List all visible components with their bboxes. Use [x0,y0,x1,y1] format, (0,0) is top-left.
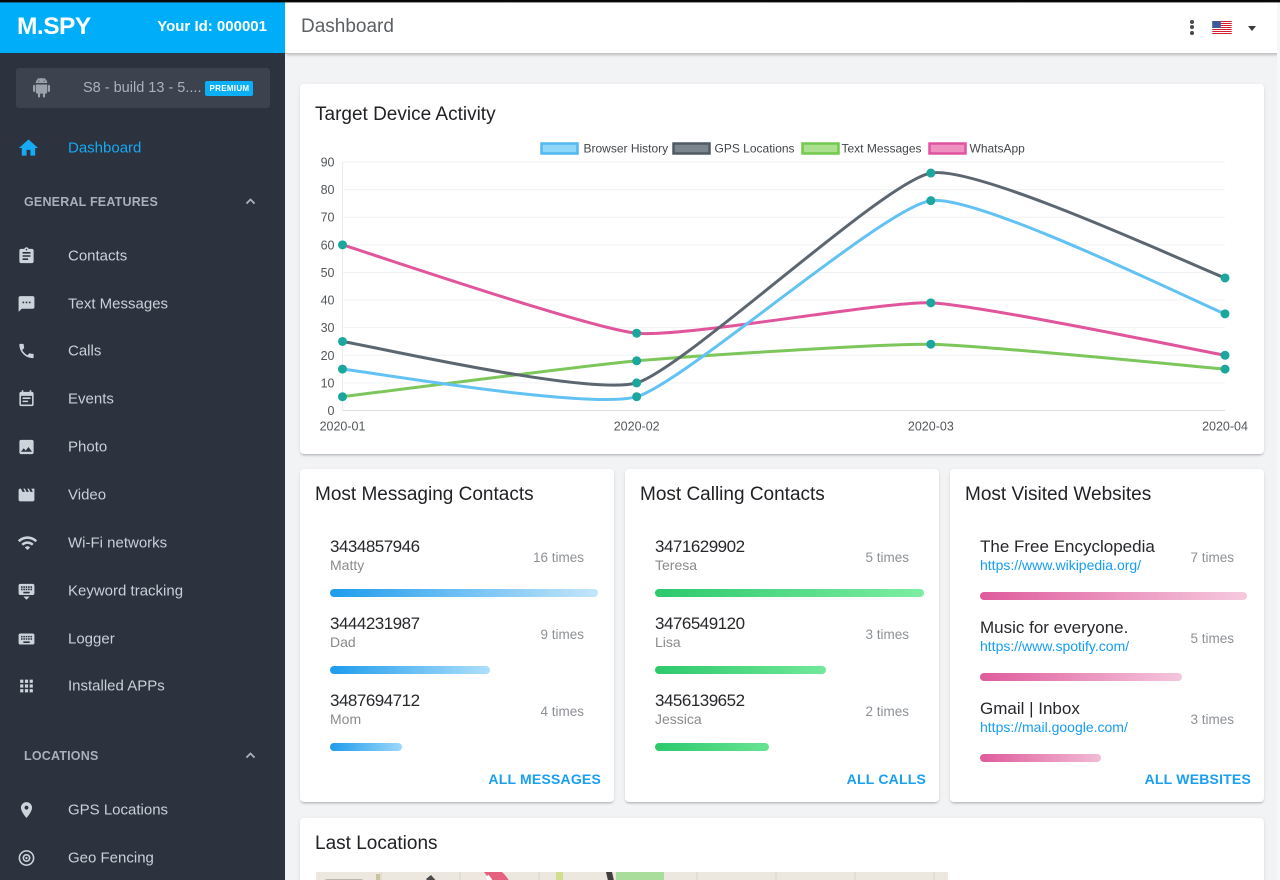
svg-text:Browser History: Browser History [584,142,669,156]
svg-text:10: 10 [321,376,335,390]
svg-text:2020-03: 2020-03 [908,420,954,434]
svg-text:50: 50 [321,266,335,280]
svg-text:20: 20 [321,349,335,363]
svg-text:70: 70 [321,211,335,225]
svg-text:80: 80 [321,183,335,197]
svg-text:WhatsApp: WhatsApp [970,142,1026,156]
svg-text:60: 60 [321,238,335,252]
svg-text:90: 90 [321,156,335,170]
svg-text:2020-01: 2020-01 [320,420,366,434]
svg-text:2020-02: 2020-02 [614,420,660,434]
svg-text:Text Messages: Text Messages [842,142,922,156]
svg-text:30: 30 [321,321,335,335]
svg-text:GPS Locations: GPS Locations [715,142,795,156]
svg-text:0: 0 [328,404,335,418]
svg-text:2020-04: 2020-04 [1202,420,1248,434]
svg-text:40: 40 [321,294,335,308]
